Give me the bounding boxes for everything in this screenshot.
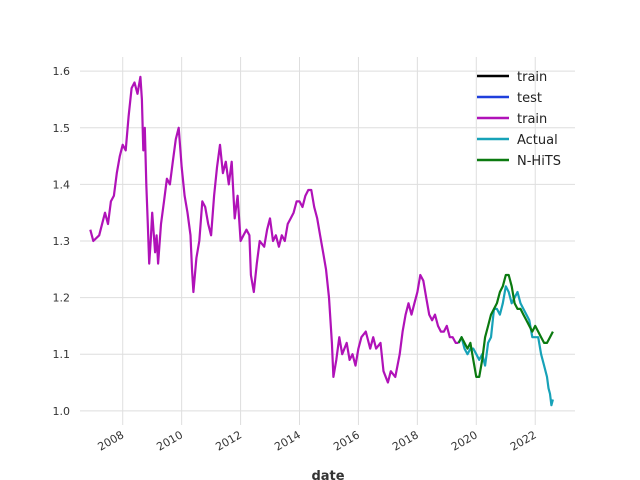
series-line-n-hits bbox=[457, 273, 554, 378]
legend-label: train bbox=[517, 112, 547, 127]
x-tick-label: 2016 bbox=[331, 428, 362, 453]
x-axis-ticks: 2008 2010 2012 2014 2016 2018 2020 2022 bbox=[95, 428, 538, 453]
y-tick-label: 1.1 bbox=[53, 348, 71, 361]
x-tick-label: 2014 bbox=[272, 428, 303, 453]
y-tick-label: 1.0 bbox=[53, 405, 71, 418]
x-tick-label: 2010 bbox=[154, 428, 185, 453]
y-axis-ticks: 1.0 1.1 1.2 1.3 1.4 1.5 1.6 bbox=[53, 65, 71, 418]
series-line-train bbox=[89, 75, 459, 384]
y-tick-label: 1.5 bbox=[53, 122, 71, 135]
x-tick-label: 2018 bbox=[390, 428, 421, 453]
y-tick-label: 1.2 bbox=[53, 292, 71, 305]
legend-label: N-HiTS bbox=[517, 154, 561, 169]
x-tick-label: 2022 bbox=[508, 428, 539, 453]
x-axis-label: date bbox=[311, 469, 344, 480]
series-layer bbox=[89, 75, 554, 407]
legend-label: test bbox=[517, 91, 542, 106]
y-tick-label: 1.6 bbox=[53, 65, 71, 78]
y-tick-label: 1.4 bbox=[53, 178, 71, 191]
grid-lines bbox=[80, 57, 575, 425]
legend: train test train Actual N-HiTS bbox=[477, 70, 561, 169]
legend-label: Actual bbox=[517, 133, 558, 148]
legend-label: train bbox=[517, 70, 547, 85]
x-tick-label: 2020 bbox=[449, 428, 480, 453]
x-tick-label: 2008 bbox=[95, 428, 126, 453]
series-line-actual bbox=[457, 285, 554, 407]
x-tick-label: 2012 bbox=[213, 428, 244, 453]
y-tick-label: 1.3 bbox=[53, 235, 71, 248]
